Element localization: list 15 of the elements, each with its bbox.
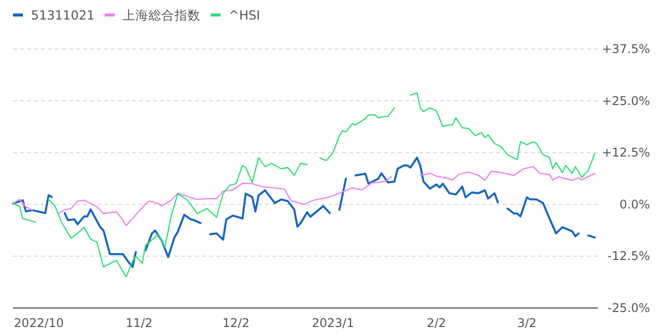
y-tick-label: 0.0%: [620, 197, 650, 212]
x-tick-label: 2/2: [426, 316, 446, 330]
y-tick-label: +25.0%: [602, 94, 650, 108]
y-tick-label: +12.5%: [602, 146, 650, 160]
x-tick-label: 2022/10: [14, 316, 64, 330]
x-tick-label: 3/2: [517, 316, 537, 330]
legend-label: ^HSI: [228, 8, 260, 22]
y-tick-label: +37.5%: [602, 42, 650, 56]
x-tick-label: 11/2: [126, 316, 153, 330]
x-tick-label: 12/2: [222, 316, 250, 330]
x-tick-label: 2023/1: [312, 316, 354, 330]
y-tick-label: -25.0%: [608, 301, 650, 315]
legend-label: 51311021: [31, 8, 95, 22]
y-tick-label: -12.5%: [608, 249, 650, 264]
legend-label: 上海総合指数: [122, 8, 201, 22]
